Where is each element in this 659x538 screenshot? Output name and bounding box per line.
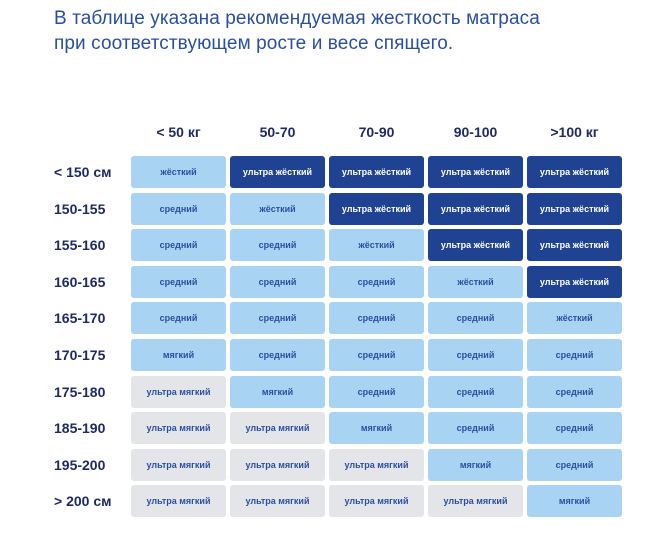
firmness-cell: ультра мягкий bbox=[428, 485, 523, 517]
firmness-cell: ультра жёсткий bbox=[428, 193, 523, 225]
firmness-cell: средний bbox=[329, 302, 424, 334]
firmness-cell: ультра жёсткий bbox=[329, 156, 424, 188]
height-header: 185-190 bbox=[54, 420, 106, 436]
weight-header: >100 кг bbox=[550, 124, 599, 140]
firmness-cell: мягкий bbox=[428, 449, 523, 481]
firmness-cell: средний bbox=[329, 339, 424, 371]
height-header: 165-170 bbox=[54, 310, 106, 326]
firmness-cell: ультра мягкий bbox=[329, 449, 424, 481]
firmness-cell: мягкий bbox=[230, 376, 325, 408]
intro-line-2: при соответствующем росте и весе спящего… bbox=[54, 33, 454, 54]
firmness-cell: ультра мягкий bbox=[131, 485, 226, 517]
height-header: 150-155 bbox=[54, 201, 106, 217]
weight-header: 70-90 bbox=[358, 124, 395, 140]
firmness-cell: жёсткий bbox=[230, 193, 325, 225]
firmness-cell: ультра мягкий bbox=[131, 376, 226, 408]
intro-line-1: В таблице указана рекомендуемая жесткост… bbox=[54, 8, 540, 29]
firmness-cell: ультра мягкий bbox=[230, 485, 325, 517]
height-header: 170-175 bbox=[54, 347, 106, 363]
height-header: 155-160 bbox=[54, 237, 106, 253]
firmness-cell: средний bbox=[230, 302, 325, 334]
weight-header: < 50 кг bbox=[156, 124, 201, 140]
firmness-cell: ультра жёсткий bbox=[230, 156, 325, 188]
weight-header: 90-100 bbox=[453, 124, 498, 140]
firmness-cell: средний bbox=[527, 376, 622, 408]
firmness-cell: ультра мягкий bbox=[131, 449, 226, 481]
height-header: > 200 см bbox=[54, 493, 112, 509]
firmness-cell: средний bbox=[428, 376, 523, 408]
firmness-cell: жёсткий bbox=[131, 156, 226, 188]
firmness-cell: средний bbox=[329, 376, 424, 408]
height-header: 160-165 bbox=[54, 274, 106, 290]
firmness-cell: средний bbox=[230, 229, 325, 261]
firmness-cell: средний bbox=[131, 193, 226, 225]
height-header: 195-200 bbox=[54, 457, 106, 473]
firmness-cell: мягкий bbox=[527, 485, 622, 517]
firmness-cell: средний bbox=[527, 449, 622, 481]
firmness-cell: средний bbox=[428, 412, 523, 444]
firmness-cell: жёсткий bbox=[329, 229, 424, 261]
firmness-cell: средний bbox=[230, 339, 325, 371]
firmness-cell: ультра жёсткий bbox=[329, 193, 424, 225]
firmness-cell: средний bbox=[527, 412, 622, 444]
firmness-cell: ультра мягкий bbox=[230, 412, 325, 444]
firmness-cell: средний bbox=[428, 302, 523, 334]
firmness-cell: ультра мягкий bbox=[230, 449, 325, 481]
firmness-cell: ультра жёсткий bbox=[527, 266, 622, 298]
firmness-cell: мягкий bbox=[131, 339, 226, 371]
firmness-cell: средний bbox=[230, 266, 325, 298]
height-header: < 150 см bbox=[54, 164, 112, 180]
height-header: 175-180 bbox=[54, 384, 106, 400]
firmness-cell: средний bbox=[329, 266, 424, 298]
firmness-cell: ультра мягкий bbox=[329, 485, 424, 517]
firmness-cell: средний bbox=[428, 339, 523, 371]
firmness-cell: мягкий bbox=[329, 412, 424, 444]
firmness-cell: ультра жёсткий bbox=[527, 156, 622, 188]
firmness-cell: ультра жёсткий bbox=[428, 229, 523, 261]
firmness-cell: жёсткий bbox=[428, 266, 523, 298]
firmness-cell: жёсткий bbox=[527, 302, 622, 334]
firmness-cell: ультра мягкий bbox=[131, 412, 226, 444]
firmness-cell: ультра жёсткий bbox=[428, 156, 523, 188]
firmness-cell: ультра жёсткий bbox=[527, 229, 622, 261]
firmness-cell: ультра жёсткий bbox=[527, 193, 622, 225]
firmness-cell: средний bbox=[131, 229, 226, 261]
weight-header: 50-70 bbox=[259, 124, 296, 140]
firmness-cell: средний bbox=[131, 302, 226, 334]
firmness-cell: средний bbox=[527, 339, 622, 371]
firmness-cell: средний bbox=[131, 266, 226, 298]
intro-text: В таблице указана рекомендуемая жесткост… bbox=[54, 6, 654, 56]
